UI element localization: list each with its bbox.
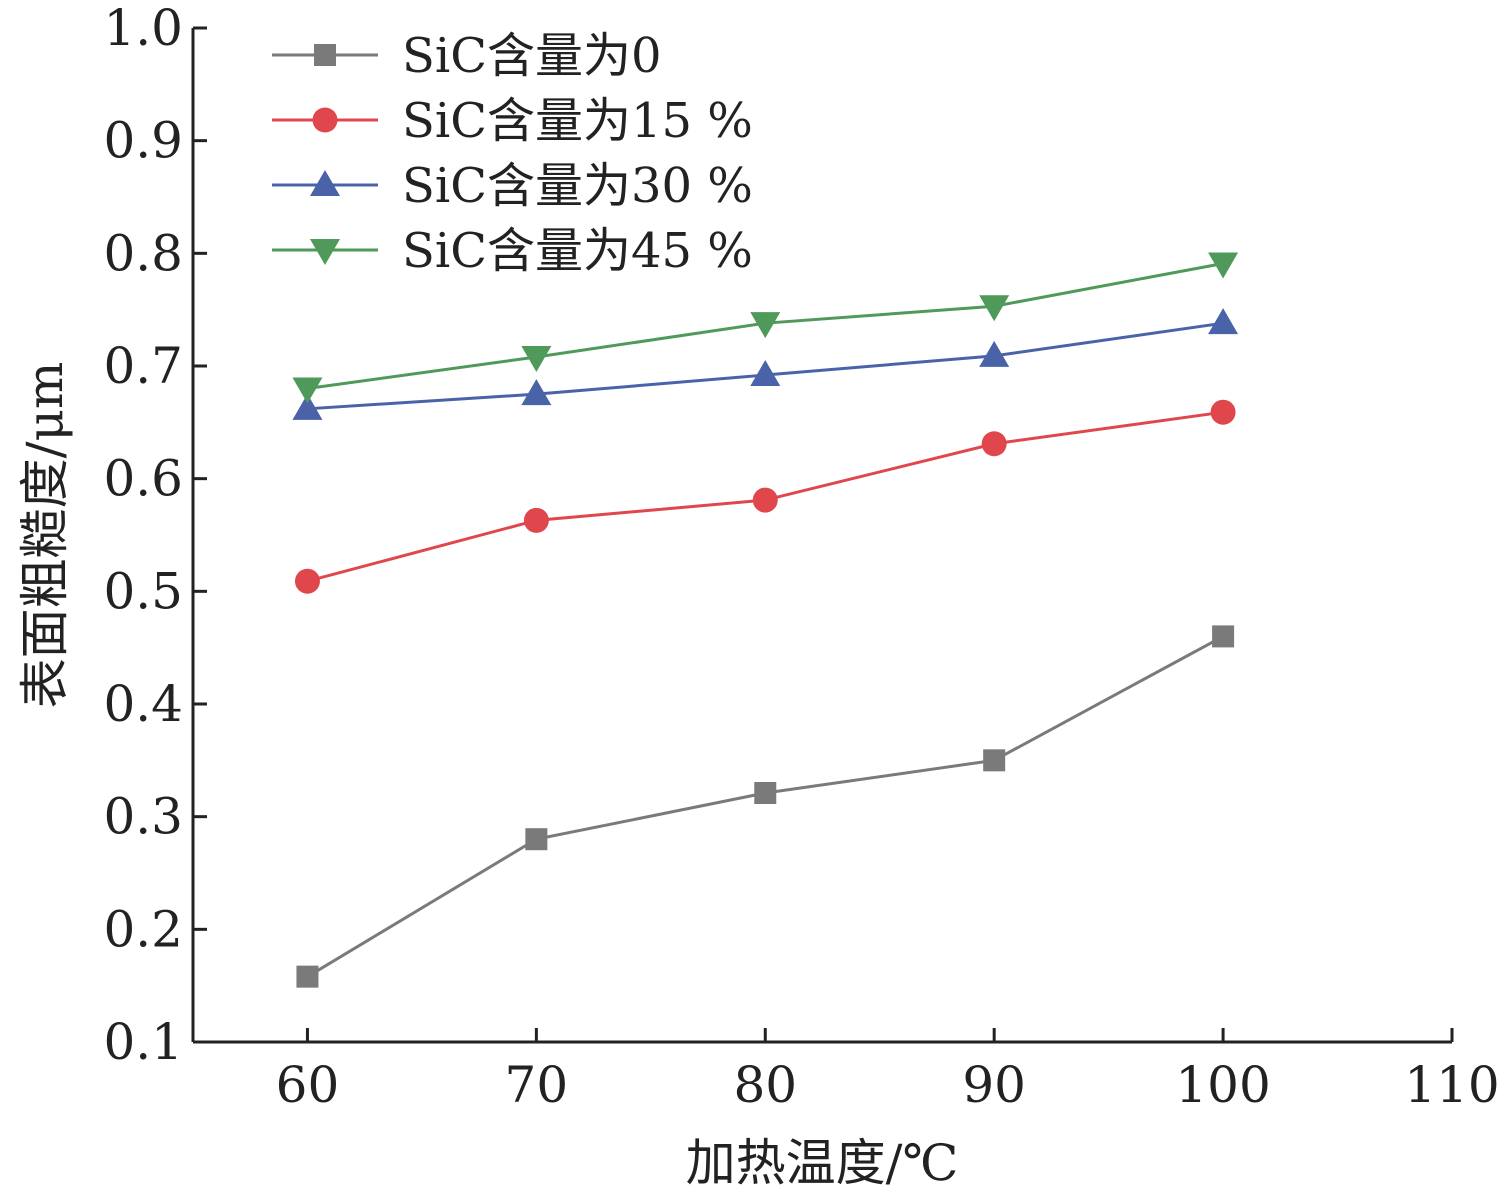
data-point	[750, 312, 781, 339]
data-point	[1212, 625, 1235, 648]
legend-item: SiC含量为45 %	[272, 223, 753, 279]
data-point	[521, 345, 552, 372]
data-point	[292, 377, 323, 404]
x-tick-label: 80	[733, 1056, 797, 1114]
y-tick-label: 1.0	[103, 0, 183, 57]
series-2	[292, 308, 1239, 420]
y-tick-label: 0.6	[103, 450, 183, 508]
series-0	[296, 625, 1235, 988]
legend-item: SiC含量为30 %	[272, 158, 753, 214]
legend-marker	[314, 44, 336, 66]
data-point	[750, 360, 781, 387]
data-point	[983, 749, 1006, 772]
data-point	[979, 340, 1010, 367]
y-tick-label: 0.4	[103, 675, 183, 733]
data-point	[296, 965, 319, 988]
x-tick-label: 100	[1175, 1056, 1270, 1114]
data-point	[754, 782, 777, 805]
x-tick-label: 110	[1404, 1056, 1499, 1114]
data-point	[294, 568, 320, 594]
legend-label: SiC含量为30 %	[402, 158, 753, 214]
y-tick-label: 0.9	[103, 112, 183, 170]
y-ticks: 0.1 0.2 0.3 0.4 0.5 0.6 0.7 0.8 0.9 1.0	[103, 0, 207, 1071]
x-ticks: 60 70 80 90 100 110	[276, 1028, 1500, 1114]
data-point	[1210, 399, 1236, 425]
data-point	[979, 295, 1010, 322]
y-tick-label: 0.8	[103, 224, 183, 282]
x-tick-label: 90	[962, 1056, 1026, 1114]
data-point	[981, 431, 1007, 457]
y-tick-label: 0.1	[103, 1013, 183, 1071]
data-point	[292, 393, 323, 420]
legend-item: SiC含量为0	[272, 28, 662, 84]
legend-label: SiC含量为15 %	[402, 93, 753, 149]
series-layer	[292, 252, 1239, 988]
y-axis-title: 表面粗糙度/μm	[16, 362, 74, 709]
legend-label: SiC含量为45 %	[402, 223, 753, 279]
legend: SiC含量为0 SiC含量为15 % SiC含量为30 % SiC含量为45 %	[272, 28, 753, 279]
legend-marker	[310, 239, 340, 265]
data-point	[752, 487, 778, 513]
series-1	[294, 399, 1236, 594]
data-point	[1208, 252, 1239, 279]
legend-label: SiC含量为0	[402, 28, 662, 84]
axes	[191, 28, 1452, 1044]
series-line	[306, 635, 1224, 978]
data-point	[525, 828, 548, 851]
y-tick-label: 0.7	[103, 337, 183, 395]
y-tick-label: 0.3	[103, 788, 183, 846]
legend-marker	[312, 107, 338, 133]
data-point	[523, 507, 549, 533]
y-tick-label: 0.5	[103, 562, 183, 620]
data-point	[1208, 308, 1239, 335]
legend-marker	[310, 170, 340, 196]
y-tick-label: 0.2	[103, 900, 183, 958]
x-axis-title: 加热温度/℃	[686, 1134, 959, 1192]
legend-item: SiC含量为15 %	[272, 93, 753, 149]
data-point	[521, 379, 552, 406]
x-tick-label: 70	[505, 1056, 569, 1114]
series-3	[292, 252, 1239, 404]
x-tick-label: 60	[276, 1056, 340, 1114]
